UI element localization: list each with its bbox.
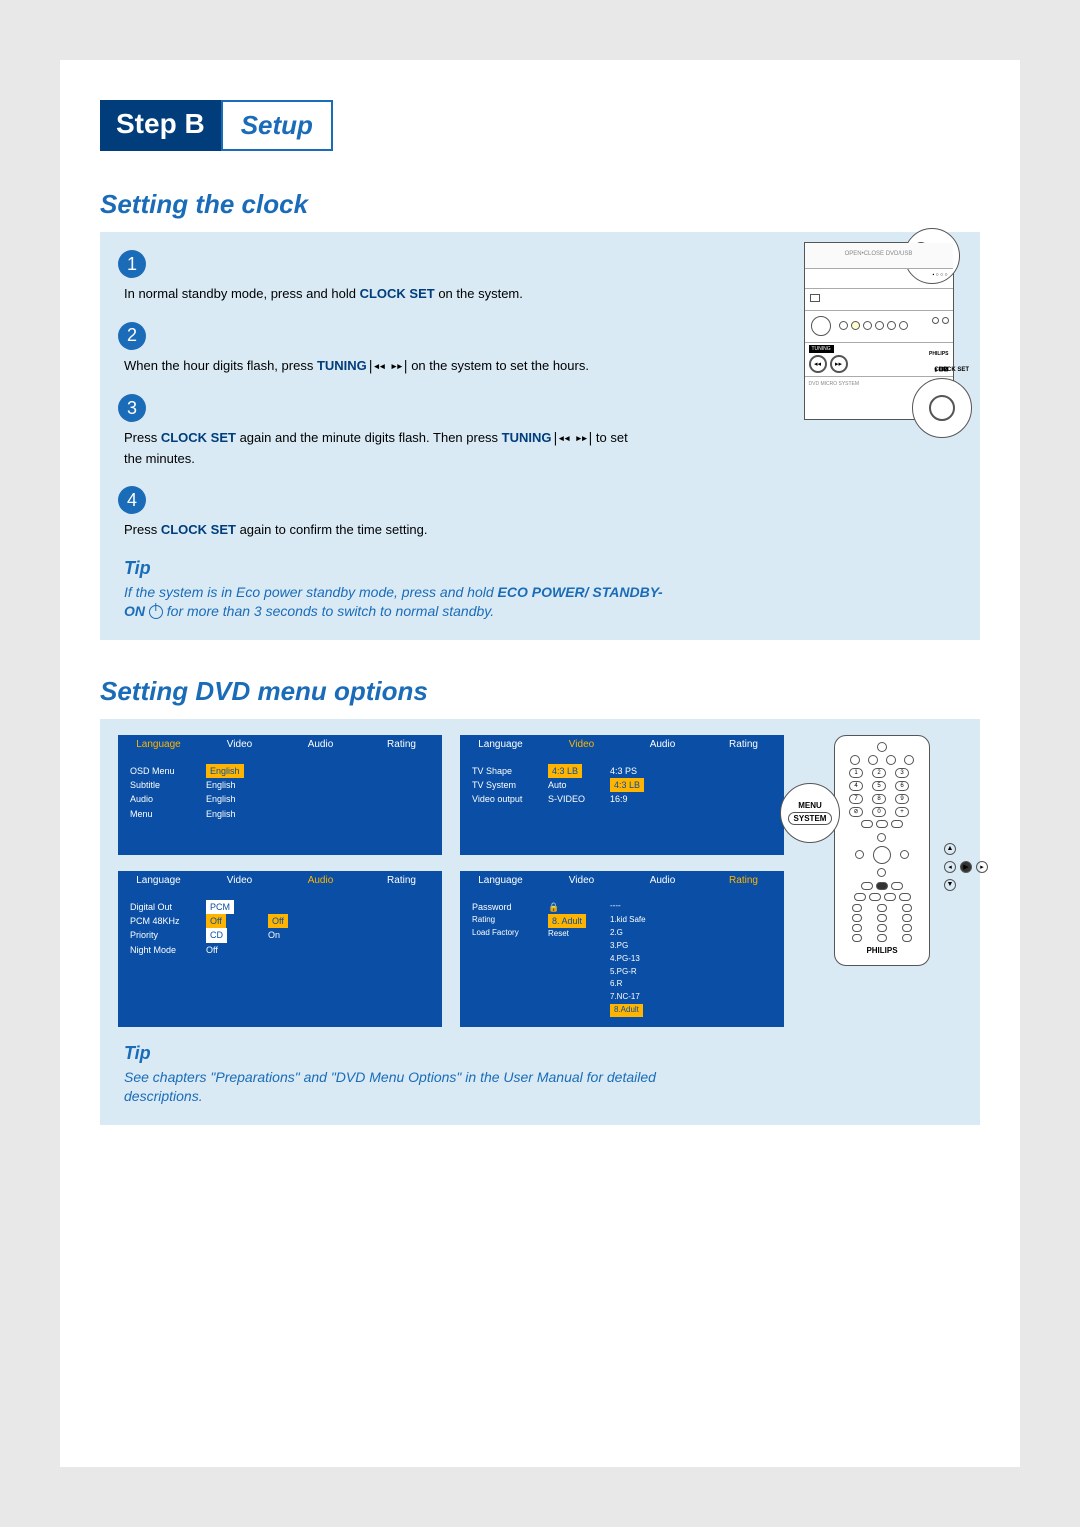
clock-title: Setting the clock (100, 189, 980, 220)
tip-text: If the system is in Eco power standby mo… (124, 583, 664, 622)
step-number: 4 (118, 486, 146, 514)
clock-step-4: 4 Press CLOCK SET again to confirm the t… (118, 486, 962, 540)
menu-rating: Language Video Audio Rating Password Rat… (460, 871, 784, 1027)
device-slot: ▪ ○ ○ ○ (805, 269, 953, 289)
menu-language: Language Video Audio Rating OSD Menu Sub… (118, 735, 442, 855)
tip-label: Tip (124, 558, 962, 579)
clock-box: ⏻ ECO POWER STANDBY-ON OPEN•CLOSE DVD/US… (100, 232, 980, 640)
dvd-title: Setting DVD menu options (100, 676, 980, 707)
step-number: 3 (118, 394, 146, 422)
step-header: Step B Setup (100, 100, 333, 151)
menu-audio: Language Video Audio Rating Digital Out … (118, 871, 442, 1027)
step-subtitle: Setup (221, 100, 333, 151)
menu-system-callout: MENU SYSTEM (780, 783, 840, 843)
remote-diagram: MENU SYSTEM 123 456 789 ⊘0+ (802, 735, 962, 1027)
lock-icon: 🔒 (548, 902, 559, 912)
device-diagram: ⏻ ECO POWER STANDBY-ON OPEN•CLOSE DVD/US… (791, 242, 966, 420)
device-tuning-row: TUNING ◂◂ ▸▸ PHILIPS ▮ 🆄🆂 (805, 343, 953, 377)
step-number: 1 (118, 250, 146, 278)
clockset-callout: CLOCK SET (912, 378, 972, 438)
tip-text: See chapters "Preparations" and "DVD Men… (124, 1068, 664, 1107)
power-icon (149, 605, 163, 619)
step-label: Step B (100, 100, 221, 151)
device-knob-row (805, 311, 953, 343)
tip-label: Tip (124, 1043, 962, 1064)
menu-video: Language Video Audio Rating TV Shape TV … (460, 735, 784, 855)
device-display: OPEN•CLOSE DVD/USB (805, 243, 953, 269)
step-number: 2 (118, 322, 146, 350)
remote-side-icons: ▲ ◂▶▸ ▼ (944, 843, 988, 891)
manual-page: Step B Setup Setting the clock ⏻ ECO POW… (60, 60, 1020, 1467)
dvd-box: Language Video Audio Rating OSD Menu Sub… (100, 719, 980, 1125)
